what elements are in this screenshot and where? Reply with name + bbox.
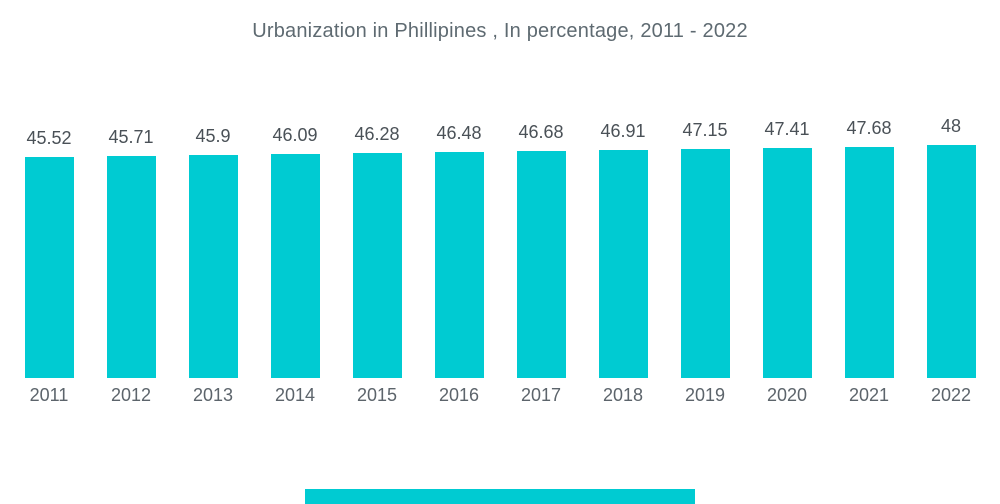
bar-year-label: 2022 — [930, 385, 972, 405]
bar — [270, 154, 320, 378]
bar — [680, 149, 730, 378]
bar-column: 46.09 2014 — [254, 125, 336, 406]
bar-year-label: 2012 — [110, 385, 152, 405]
bar-year-label: 2017 — [520, 385, 562, 405]
bar-year-label: 2011 — [29, 385, 69, 405]
bar-column: 45.71 2012 — [90, 127, 172, 406]
bar-value-label: 46.09 — [272, 125, 318, 146]
bar — [188, 155, 238, 378]
bar-value-label: 45.9 — [195, 126, 231, 147]
bar-value-label: 47.15 — [682, 120, 728, 141]
bar — [926, 145, 976, 378]
bar-value-label: 48 — [940, 116, 962, 136]
bar-year-label: 2018 — [602, 385, 644, 405]
bar — [24, 157, 74, 378]
bar-column: 47.15 2019 — [664, 120, 746, 406]
bar-value-label: 47.68 — [846, 117, 892, 138]
bar-year-label: 2013 — [192, 385, 234, 405]
bar — [516, 151, 566, 378]
bar-column: 46.68 2017 — [500, 122, 582, 406]
bar-year-label: 2020 — [766, 385, 808, 405]
bar — [762, 147, 812, 378]
bar-year-label: 2014 — [274, 385, 316, 405]
bar-column: 45.52 2011 — [8, 128, 90, 406]
bar-year-label: 2021 — [848, 385, 890, 405]
bar-column: 47.68 2021 — [828, 118, 910, 406]
bar-year-label: 2016 — [438, 385, 480, 405]
bar-value-label: 45.52 — [26, 128, 72, 148]
bar — [844, 146, 894, 378]
footer-accent-bar — [305, 489, 695, 504]
bar-value-label: 46.68 — [518, 122, 564, 143]
bar-column: 47.41 2020 — [746, 119, 828, 406]
bar-column: 46.91 2018 — [582, 121, 664, 406]
bar — [434, 152, 484, 378]
bar-value-label: 46.28 — [354, 124, 400, 145]
bar-column: 46.48 2016 — [418, 123, 500, 406]
bar-value-label: 46.91 — [600, 121, 646, 142]
bar-value-label: 47.41 — [764, 118, 810, 139]
bar-year-label: 2019 — [684, 385, 726, 405]
bar-value-label: 45.71 — [108, 127, 154, 148]
bar-column: 46.28 2015 — [336, 124, 418, 406]
bar-value-label: 46.48 — [436, 123, 482, 144]
bar-column: 48 2022 — [910, 116, 992, 406]
bar — [106, 156, 156, 378]
bar — [352, 153, 402, 378]
bar-column: 45.9 2013 — [172, 126, 254, 406]
plot-area: 45.52 2011 45.71 2012 45.9 2013 46.09 2014 46.28… — [8, 116, 992, 406]
bar-year-label: 2015 — [356, 385, 398, 405]
chart-title: Urbanization in Phillipines , In percent… — [252, 20, 748, 42]
bar — [598, 150, 648, 378]
